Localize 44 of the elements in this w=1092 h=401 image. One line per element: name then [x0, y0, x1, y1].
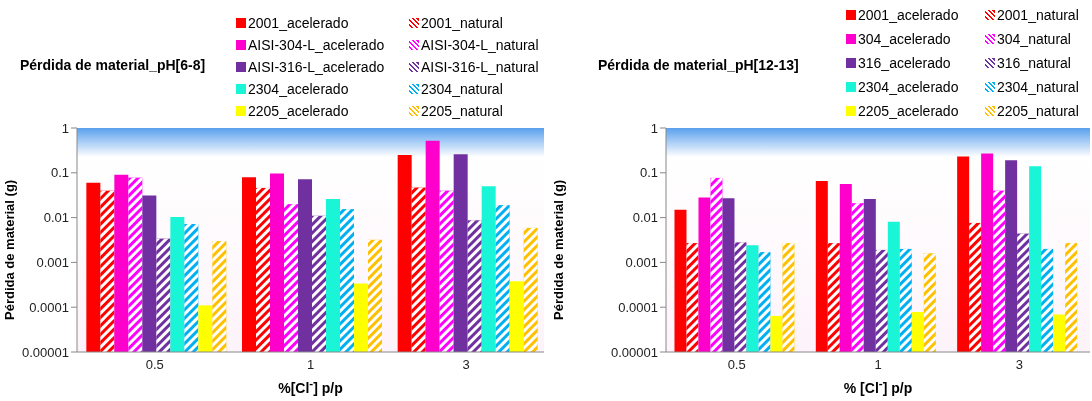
legend-label: 2304_acelerado — [247, 80, 350, 99]
y-tick-label: 0.001 — [625, 255, 658, 271]
x-tick-label: 1 — [306, 357, 315, 373]
y-tick-label: 1 — [61, 120, 69, 136]
legend-label: 2304_natural — [420, 80, 504, 99]
y-tick-label: 0.1 — [50, 165, 69, 181]
legend-label: 2001_natural — [420, 14, 504, 33]
legend-label: 2304_natural — [996, 78, 1080, 97]
x-tick-label: 3 — [462, 357, 470, 373]
legend-label: AISI-316-L_natural — [420, 58, 539, 77]
legend-label: 316_acelerado — [857, 54, 952, 73]
legend-label: AISI-304-L_acelerado — [247, 36, 386, 55]
legend-label: 2205_natural — [996, 102, 1080, 121]
legend-label: 2205_acelerado — [247, 102, 350, 121]
x-tick-label: 1 — [874, 357, 882, 373]
legend-label: 2304_acelerado — [857, 78, 960, 97]
y-tick-label: 0.001 — [36, 255, 69, 271]
legend-label: 304_natural — [996, 30, 1072, 49]
legend-label: AISI-304-L_natural — [420, 36, 539, 55]
y-tick-label: 0.1 — [639, 165, 658, 181]
y-tick-label: 1 — [650, 120, 658, 136]
legend-label: 316_natural — [996, 54, 1072, 73]
x-tick-label: 0.5 — [145, 357, 164, 373]
y-tick-label: 0.0001 — [618, 299, 658, 315]
x-tick-label: 3 — [1015, 357, 1023, 373]
legend-label: 2001_acelerado — [857, 6, 960, 25]
y-tick-label: 0.00001 — [611, 344, 658, 360]
chart-title: Pérdida de material_pH[12-13] — [598, 57, 799, 73]
chart-title: Pérdida de material_pH[6-8] — [20, 57, 206, 73]
legend-label: 2205_acelerado — [857, 102, 960, 121]
x-axis-title: % [Cl$^{-}$] p/p — [842, 376, 914, 396]
y-tick-label: 0.0001 — [29, 299, 69, 315]
y-tick-label: 0.01 — [43, 210, 69, 226]
y-axis-title: Pérdida de material (g) — [1, 179, 17, 320]
legend-label: 304_acelerado — [857, 30, 952, 49]
y-axis-title: Pérdida de material (g) — [550, 179, 566, 320]
y-tick-label: 0.01 — [632, 210, 658, 226]
legend-label: 2001_natural — [996, 6, 1080, 25]
legend-label: 2001_acelerado — [247, 14, 350, 33]
legend-label: 2205_natural — [420, 102, 504, 121]
x-tick-label: 0.5 — [727, 357, 746, 373]
y-tick-label: 0.00001 — [22, 344, 69, 360]
legend-label: AISI-316-L_acelerado — [247, 58, 386, 77]
x-axis-title: %[Cl$^{-}$] p/p — [277, 376, 344, 396]
